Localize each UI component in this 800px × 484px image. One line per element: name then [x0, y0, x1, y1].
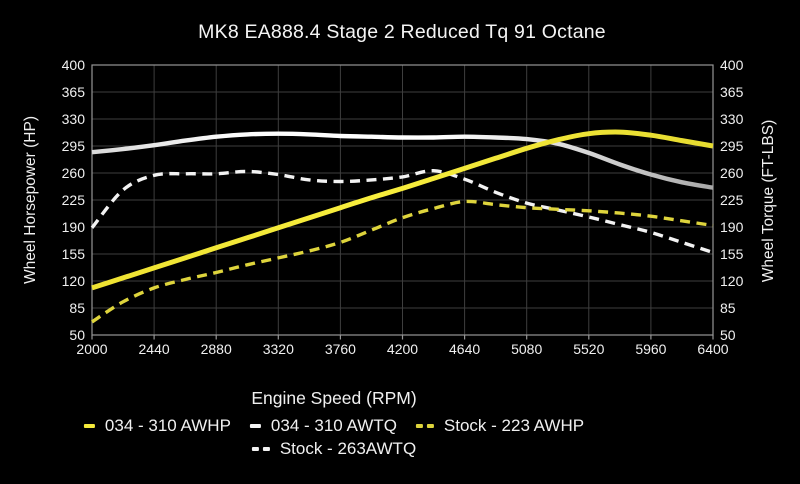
y-tick-label-left: 330 — [62, 111, 86, 127]
y-axis-label-right: Wheel Torque (FT-LBS) — [760, 119, 777, 283]
legend-marker-yellow-solid-line — [83, 424, 95, 428]
legend-item-034-awhp: 034 - 310 AWHP — [83, 416, 231, 436]
legend-marker-dash — [249, 424, 261, 428]
chart-title: MK8 EA888.4 Stage 2 Reduced Tq 91 Octane — [198, 21, 606, 43]
y-axis-label-left: Wheel Horsepower (HP) — [22, 116, 39, 284]
y-tick-label-right: 330 — [720, 111, 744, 127]
legend-row-2: Stock - 263AWTQ — [251, 439, 417, 459]
legend-item-034-awtq: 034 - 310 AWTQ — [249, 416, 397, 436]
y-tick-label-left: 120 — [62, 273, 86, 289]
legend-marker-yellow-dashed-line — [415, 424, 434, 428]
legend-marker-dash — [83, 424, 95, 428]
series-line-034-310-awhp — [91, 129, 714, 291]
x-tick-label: 6400 — [697, 341, 728, 357]
legend-marker-dash — [262, 447, 270, 451]
x-axis-label: Engine Speed (RPM) — [251, 388, 417, 408]
y-tick-label-right: 295 — [720, 138, 744, 154]
y-tick-label-right: 120 — [720, 273, 744, 289]
chart-legend: 034 - 310 AWHP 034 - 310 AWTQ Stock - 22… — [83, 416, 585, 459]
legend-label: 034 - 310 AWHP — [104, 416, 231, 435]
legend-item-stock-awtq: Stock - 263AWTQ — [251, 439, 417, 459]
y-tick-label-left: 225 — [62, 192, 86, 208]
legend-label: 034 - 310 AWTQ — [270, 416, 397, 435]
y-tick-label-left: 50 — [69, 327, 85, 343]
y-tick-label-right: 260 — [720, 165, 744, 181]
x-tick-label: 5960 — [635, 341, 666, 357]
y-tick-label-right: 365 — [720, 84, 744, 100]
y-tick-label-right: 400 — [720, 57, 744, 73]
legend-marker-white-dashed-line — [251, 447, 270, 451]
y-tick-label-right: 225 — [720, 192, 744, 208]
series-line-034-310-awtq — [91, 131, 714, 190]
series-line-stock-263awtq — [90, 168, 714, 255]
y-tick-label-right: 155 — [720, 246, 744, 262]
x-tick-label: 2440 — [139, 341, 170, 357]
x-tick-label: 5080 — [511, 341, 542, 357]
y-tick-label-right: 85 — [720, 300, 736, 316]
y-tick-label-left: 85 — [69, 300, 85, 316]
legend-row-1: 034 - 310 AWHP 034 - 310 AWTQ Stock - 22… — [83, 416, 585, 436]
legend-marker-dash — [251, 447, 259, 451]
legend-marker-dash — [426, 424, 434, 428]
y-tick-label-right: 50 — [720, 327, 736, 343]
legend-marker-dash — [415, 424, 423, 428]
legend-marker-white-solid-line — [249, 424, 261, 428]
y-tick-label-right: 190 — [720, 219, 744, 235]
legend-label: Stock - 263AWTQ — [279, 439, 417, 458]
x-tick-label: 3760 — [325, 341, 356, 357]
x-tick-label: 2000 — [76, 341, 107, 357]
y-tick-label-left: 365 — [62, 84, 86, 100]
y-tick-label-left: 295 — [62, 138, 86, 154]
y-tick-label-left: 155 — [62, 246, 86, 262]
x-tick-label: 2880 — [201, 341, 232, 357]
y-tick-label-left: 190 — [62, 219, 86, 235]
y-tick-label-left: 400 — [62, 57, 86, 73]
dyno-plot-area: 400 400 365 365 330 330 295 295 260 260 225 225 190 1… — [62, 57, 744, 357]
x-tick-label: 4640 — [449, 341, 480, 357]
y-tick-label-left: 260 — [62, 165, 86, 181]
x-tick-label: 3320 — [263, 341, 294, 357]
x-tick-label: 4200 — [387, 341, 418, 357]
legend-label: Stock - 223 AWHP — [443, 416, 585, 435]
x-tick-label: 5520 — [573, 341, 604, 357]
legend-item-stock-awhp: Stock - 223 AWHP — [415, 416, 585, 436]
